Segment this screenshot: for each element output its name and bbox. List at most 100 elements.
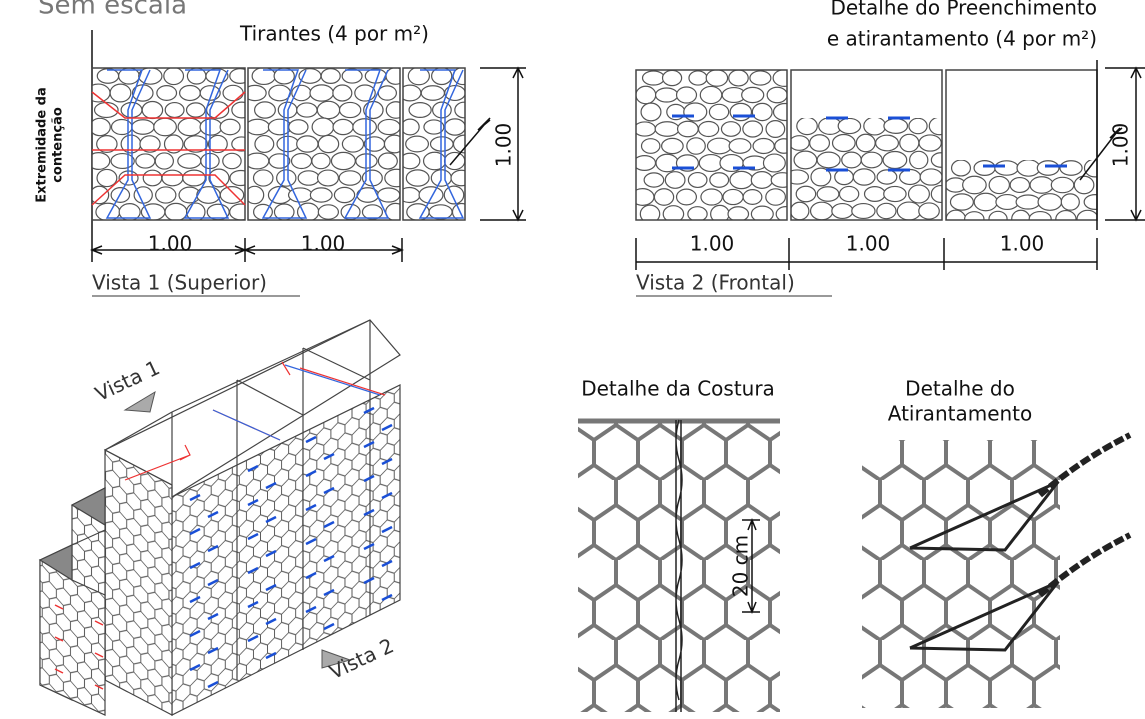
stone — [1038, 194, 1062, 211]
drawing: Sem escala Tirantes (4 por m²) Extremida… — [0, 0, 1145, 719]
stone — [406, 170, 429, 186]
stone — [750, 71, 771, 85]
stone — [974, 161, 995, 176]
stone — [220, 119, 240, 134]
stone — [111, 119, 132, 134]
height-dim: 1.00 — [1109, 123, 1133, 168]
stone — [677, 87, 697, 103]
caption: e atirantamento (4 por m²) — [827, 27, 1097, 51]
stone — [317, 101, 339, 118]
stone — [838, 118, 860, 133]
stone — [877, 203, 896, 218]
stone — [333, 85, 352, 101]
dimension — [92, 238, 402, 262]
side-label: contenção — [51, 107, 66, 183]
stone — [1084, 195, 1106, 210]
stone — [631, 189, 654, 206]
stone — [910, 151, 928, 168]
stone — [384, 135, 404, 153]
stone — [429, 205, 452, 219]
stone — [952, 160, 971, 176]
stone — [165, 103, 184, 118]
stone — [97, 169, 117, 186]
stone — [663, 70, 682, 85]
stone — [884, 119, 908, 134]
stone — [699, 155, 722, 172]
stone — [842, 152, 862, 168]
stone — [656, 88, 678, 102]
stone — [297, 136, 318, 152]
stone — [853, 169, 875, 185]
stone — [318, 205, 338, 219]
stone — [200, 119, 222, 135]
stone — [684, 103, 707, 121]
stone — [399, 188, 420, 203]
stone — [164, 67, 184, 84]
stone — [946, 210, 965, 228]
caption: Tirantes (4 por m²) — [239, 22, 429, 46]
stone — [688, 173, 707, 188]
stone — [318, 135, 338, 152]
stone — [644, 173, 664, 187]
stone — [835, 169, 854, 184]
stone — [789, 136, 809, 151]
stone — [364, 137, 384, 151]
detail-title: Detalhe da Costura — [581, 377, 775, 401]
stone — [187, 103, 206, 117]
stone — [730, 103, 751, 120]
stone — [707, 138, 731, 154]
stone — [277, 170, 296, 186]
stone — [292, 85, 311, 100]
stone — [655, 122, 679, 136]
stone — [773, 70, 795, 87]
stone — [156, 187, 176, 203]
stone — [339, 171, 361, 185]
stone — [180, 86, 201, 101]
stone — [876, 135, 899, 151]
stone — [223, 153, 241, 168]
stone — [362, 205, 382, 219]
stone — [421, 86, 444, 100]
stone — [246, 119, 270, 135]
stone — [852, 204, 875, 219]
stone — [183, 170, 206, 186]
stone — [255, 136, 274, 153]
stone — [817, 187, 839, 202]
stone — [636, 86, 656, 104]
stone — [378, 153, 397, 169]
stone — [832, 204, 853, 219]
width-dim: 1.00 — [148, 232, 193, 256]
stone — [244, 85, 266, 100]
stones — [244, 68, 409, 221]
view-title: Vista 2 (Frontal) — [636, 271, 795, 295]
stone — [1056, 211, 1076, 228]
stone — [445, 119, 466, 135]
stone — [178, 118, 202, 135]
stone — [974, 193, 997, 211]
stone — [950, 194, 973, 210]
stone — [1074, 176, 1094, 193]
stone — [385, 169, 409, 186]
stone — [861, 152, 882, 168]
stone — [919, 135, 941, 151]
stone — [424, 152, 446, 169]
stone — [763, 154, 785, 172]
stone — [1061, 194, 1079, 210]
stone — [1017, 160, 1040, 176]
stone — [833, 135, 856, 152]
stone — [230, 204, 253, 220]
stone — [995, 161, 1019, 175]
stone — [419, 187, 443, 203]
scale-note: Sem escala — [38, 0, 187, 21]
stone — [333, 119, 353, 134]
stone — [817, 152, 840, 168]
stone — [797, 117, 817, 134]
stone — [378, 86, 396, 100]
stone — [353, 119, 377, 135]
width-dim: 1.00 — [301, 232, 346, 256]
stone — [178, 154, 201, 169]
stone — [1029, 212, 1051, 227]
stone — [729, 70, 749, 86]
stone — [312, 118, 334, 136]
stone — [688, 207, 707, 222]
